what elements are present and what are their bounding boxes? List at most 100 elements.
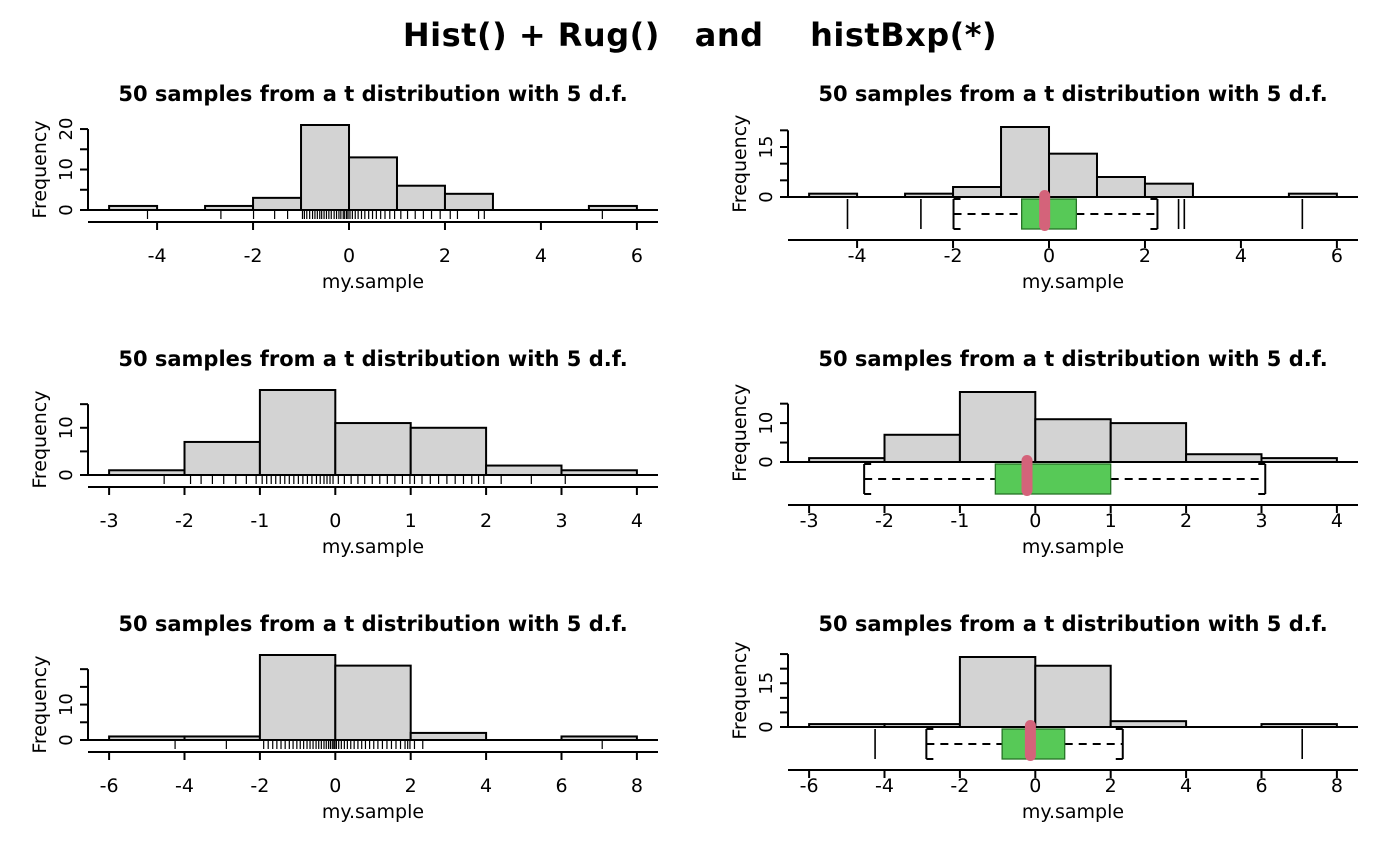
histogram-bar [443, 192, 494, 211]
y-axis-title: Frequency [729, 384, 751, 482]
x-tick-label: -2 [175, 510, 194, 532]
main-title-bar: Hist() + Rug() and histBxp(*) [0, 0, 1400, 70]
histogram-bar [958, 656, 1037, 728]
panel-row3-hist-rug: 50 samples from a t distribution with 5 … [0, 600, 700, 865]
hist-rug-chart: 50 samples from a t distribution with 5 … [29, 347, 658, 558]
x-tick-label: -3 [100, 510, 119, 532]
panel-row3-hist-boxplot: 50 samples from a t distribution with 5 … [700, 600, 1400, 865]
hist-boxplot-chart: 50 samples from a t distribution with 5 … [729, 347, 1358, 558]
boxplot-median [1039, 190, 1051, 231]
y-tick-label: 15 [756, 136, 777, 159]
x-tick-label: -6 [100, 775, 119, 797]
x-tick-label: -1 [250, 510, 269, 532]
y-tick-label: 10 [756, 412, 777, 435]
y-tick-label: 0 [56, 204, 77, 215]
boxplot-iqr-box [994, 463, 1112, 495]
panel-title: 50 samples from a t distribution with 5 … [818, 347, 1327, 371]
x-tick-label: 0 [1043, 245, 1055, 267]
x-tick-label: -1 [950, 510, 969, 532]
histogram-bar [952, 186, 1003, 198]
x-tick-label: 1 [1105, 510, 1117, 532]
y-tick-label: 0 [756, 721, 777, 732]
x-tick-label: 2 [1105, 775, 1117, 797]
y-tick-label: 10 [56, 416, 77, 439]
panel-title: 50 samples from a t distribution with 5 … [818, 612, 1327, 636]
y-axis-title: Frequency [729, 115, 751, 213]
histogram-bar [1185, 453, 1263, 463]
histogram-bar [409, 426, 488, 476]
x-tick-label: 4 [631, 510, 643, 532]
panel-title: 50 samples from a t distribution with 5 … [118, 612, 627, 636]
x-tick-label: 0 [1029, 775, 1041, 797]
histogram-bar [258, 654, 337, 741]
y-axis-title: Frequency [29, 391, 51, 489]
x-tick-label: 0 [1029, 510, 1041, 532]
histogram-bar [300, 124, 351, 211]
y-tick-label: 15 [756, 672, 777, 695]
x-tick-label: 2 [480, 510, 492, 532]
x-axis-title: my.sample [1022, 801, 1124, 823]
histogram-bar [348, 156, 398, 211]
x-tick-label: -4 [875, 775, 894, 797]
x-tick-label: 3 [1255, 510, 1267, 532]
histogram-bar [252, 196, 303, 211]
x-tick-label: -4 [148, 245, 167, 267]
histogram-bar [334, 422, 412, 476]
histogram-bar [1095, 176, 1146, 198]
histogram-bar [1109, 422, 1188, 464]
y-tick-label: 10 [56, 693, 77, 716]
main-title: Hist() + Rug() and histBxp(*) [402, 16, 998, 54]
panel-row2-hist-boxplot: 50 samples from a t distribution with 5 … [700, 335, 1400, 600]
boxplot-median [1021, 455, 1033, 496]
histogram-bar [1034, 664, 1112, 728]
x-tick-label: -4 [848, 245, 867, 267]
x-tick-label: 6 [1331, 245, 1343, 267]
x-tick-label: 2 [1139, 245, 1151, 267]
panel-row1-hist-rug: 50 samples from a t distribution with 5 … [0, 70, 700, 335]
x-tick-label: 8 [1331, 775, 1343, 797]
y-tick-label: 0 [56, 734, 77, 745]
panel-row2-hist-rug: 50 samples from a t distribution with 5 … [0, 335, 700, 600]
x-tick-label: 2 [1180, 510, 1192, 532]
histogram-bar [409, 731, 488, 742]
hist-boxplot-chart: 50 samples from a t distribution with 5 … [729, 612, 1358, 823]
x-tick-label: 1 [405, 510, 417, 532]
x-axis-title: my.sample [322, 536, 424, 558]
histogram-bar [958, 391, 1037, 463]
x-tick-label: 6 [555, 775, 567, 797]
x-tick-label: -4 [175, 775, 194, 797]
histogram-bar [1143, 182, 1194, 198]
x-tick-label: 8 [631, 775, 643, 797]
histogram-bar [395, 184, 446, 212]
x-tick-label: 6 [1255, 775, 1267, 797]
hist-boxplot-chart: 50 samples from a t distribution with 5 … [729, 82, 1358, 293]
plots-grid: 50 samples from a t distribution with 5 … [0, 70, 1400, 865]
x-tick-label: -3 [800, 510, 819, 532]
histogram-bar [1034, 418, 1112, 463]
y-tick-label: 0 [756, 456, 777, 467]
histogram-bar [1000, 126, 1051, 198]
x-tick-label: 0 [343, 245, 355, 267]
x-tick-label: -2 [875, 510, 894, 532]
x-tick-label: -2 [244, 245, 263, 267]
x-tick-label: 4 [1235, 245, 1247, 267]
x-tick-label: -2 [250, 775, 269, 797]
x-tick-label: 4 [535, 245, 547, 267]
y-tick-label: 0 [756, 191, 777, 202]
histogram-bar [183, 440, 261, 476]
panel-title: 50 samples from a t distribution with 5 … [818, 82, 1327, 106]
histogram-bar [485, 464, 563, 477]
y-axis-title: Frequency [29, 120, 51, 218]
histogram-bar [1048, 152, 1098, 198]
x-axis-title: my.sample [322, 801, 424, 823]
y-axis-title: Frequency [29, 656, 51, 754]
x-axis-title: my.sample [1022, 536, 1124, 558]
hist-rug-chart: 50 samples from a t distribution with 5 … [29, 82, 658, 293]
x-axis-title: my.sample [322, 271, 424, 293]
x-tick-label: 0 [329, 775, 341, 797]
x-tick-label: 3 [555, 510, 567, 532]
x-axis-title: my.sample [1022, 271, 1124, 293]
panel-row1-hist-boxplot: 50 samples from a t distribution with 5 … [700, 70, 1400, 335]
y-tick-label: 20 [56, 118, 77, 141]
x-tick-label: -2 [950, 775, 969, 797]
